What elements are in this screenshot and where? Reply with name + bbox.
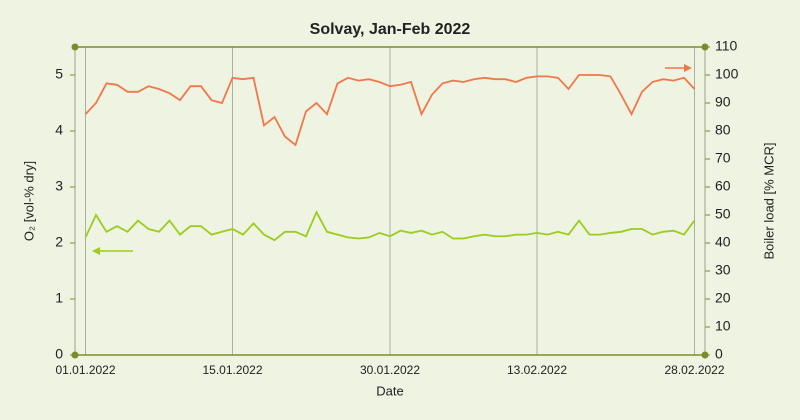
y2-tick-label: 60 <box>715 178 731 194</box>
y-tick-label: 2 <box>55 234 63 250</box>
y2-tick-label: 40 <box>715 234 731 250</box>
y2-tick-label: 90 <box>715 94 731 110</box>
y2-tick-label: 0 <box>715 346 723 362</box>
line-series <box>84 210 696 242</box>
y-tick-label: 5 <box>55 66 63 82</box>
x-tick-label: 28.02.2022 <box>664 363 724 377</box>
axis-arrow-head <box>684 64 692 72</box>
y-tick-label: 1 <box>55 290 63 306</box>
axis-arrow-head <box>92 247 100 255</box>
x-tick-label: 01.01.2022 <box>55 363 115 377</box>
y-tick-label: 0 <box>55 346 63 362</box>
y2-tick-label: 50 <box>715 206 731 222</box>
y2-axis-label: Boiler load [% MCR] <box>761 142 776 259</box>
x-axis-label: Date <box>376 383 403 398</box>
y2-tick-label: 80 <box>715 122 731 138</box>
x-tick-label: 30.01.2022 <box>360 363 420 377</box>
line-series <box>84 74 696 147</box>
y2-tick-label: 110 <box>715 38 738 54</box>
y2-tick-label: 100 <box>715 66 739 82</box>
y-tick-label: 3 <box>55 178 63 194</box>
axis-dot <box>71 43 79 51</box>
y2-tick-label: 30 <box>715 262 731 278</box>
y2-tick-label: 20 <box>715 290 731 306</box>
y-tick-label: 4 <box>55 122 63 138</box>
y2-tick-label: 10 <box>715 318 731 334</box>
y2-tick-label: 70 <box>715 150 731 166</box>
chart-title: Solvay, Jan-Feb 2022 <box>310 21 471 38</box>
x-tick-label: 15.01.2022 <box>202 363 262 377</box>
x-tick-label: 13.02.2022 <box>507 363 567 377</box>
y-axis-label: O₂ [vol-% dry] <box>21 161 36 241</box>
